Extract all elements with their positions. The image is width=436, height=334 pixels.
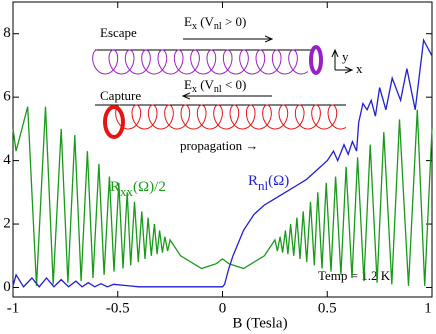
series-line <box>12 37 433 288</box>
series-label-part: nl <box>258 178 269 193</box>
propagation-label: propagation → <box>180 138 258 153</box>
series-label: Rxx(Ω)/2 <box>110 179 166 199</box>
series-label: Rnl(Ω) <box>248 173 289 193</box>
y-tick-label: 6 <box>3 89 11 105</box>
temp-label: Temp = 1.2 K <box>318 268 391 283</box>
x-tick-label: -1 <box>7 300 20 316</box>
y-tick-label: 2 <box>3 215 11 231</box>
series-label-part: (Ω)/2 <box>133 179 166 195</box>
axis-x-label: x <box>356 61 363 76</box>
x-tick-label: 0.5 <box>318 300 337 316</box>
series-label-part: R <box>248 173 258 189</box>
escape-orbit <box>309 45 323 75</box>
axis-y-label: y <box>342 49 349 64</box>
y-tick-label: 4 <box>3 152 11 168</box>
y-tick-label: 0 <box>3 279 11 295</box>
series-label-part: R <box>110 179 120 195</box>
series-label-part: (Ω) <box>268 173 289 189</box>
x-axis-title: B (Tesla) <box>232 315 287 331</box>
x-tick-label: -0.5 <box>106 300 130 316</box>
escape-field: Ex (Vnl > 0) <box>184 14 246 32</box>
capture-orbit <box>103 105 125 139</box>
capture-trajectory <box>115 104 347 130</box>
capture-field: Ex (Vnl < 0) <box>184 77 246 95</box>
x-tick-label: 1 <box>424 300 432 316</box>
escape-label: Escape <box>100 25 137 40</box>
series-label-part: xx <box>120 184 134 199</box>
inset: Escape Ex (Vnl > 0) y x Capture Ex (Vnl … <box>92 14 363 153</box>
y-tick-label: 8 <box>3 25 11 41</box>
series-line <box>12 106 433 286</box>
capture-label: Capture <box>100 88 141 103</box>
x-tick-label: 0 <box>219 300 227 316</box>
escape-trajectory <box>92 49 309 75</box>
